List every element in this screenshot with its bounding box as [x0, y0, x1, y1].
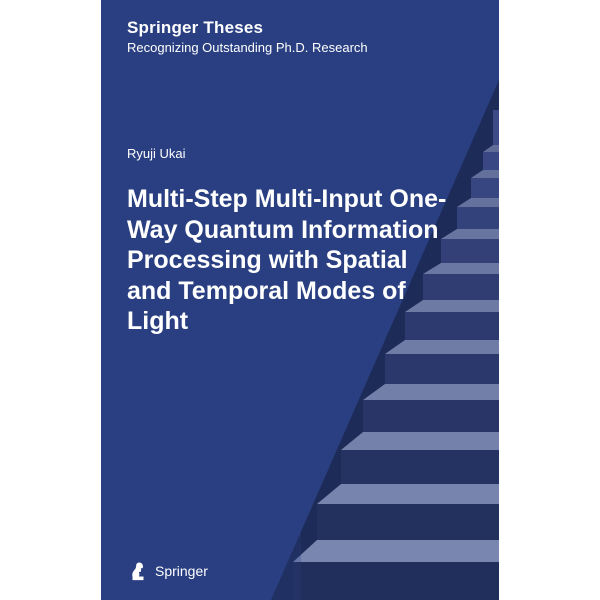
publisher-block: Springer	[127, 560, 208, 582]
publisher-name: Springer	[155, 563, 208, 579]
author-name: Ryuji Ukai	[127, 146, 186, 161]
page-container: Springer Theses Recognizing Outstanding …	[0, 0, 600, 600]
series-subtitle: Recognizing Outstanding Ph.D. Research	[127, 40, 473, 55]
series-title: Springer Theses	[127, 18, 473, 38]
book-cover: Springer Theses Recognizing Outstanding …	[101, 0, 499, 600]
springer-horse-icon	[127, 560, 149, 582]
book-title: Multi-Step Multi-Input One-Way Quantum I…	[127, 184, 459, 337]
series-header: Springer Theses Recognizing Outstanding …	[127, 18, 473, 55]
